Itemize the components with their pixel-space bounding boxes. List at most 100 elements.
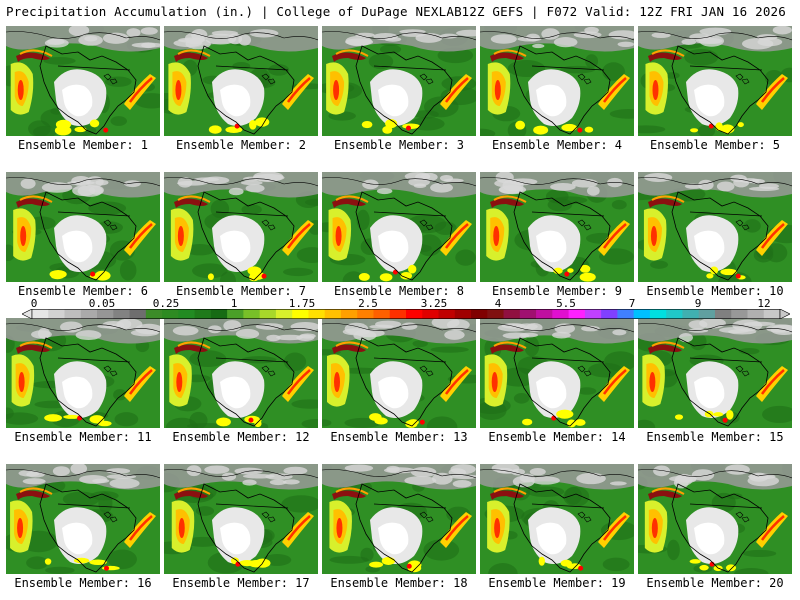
light-precip-patch	[386, 465, 400, 473]
colorbar-swatch	[584, 309, 602, 319]
colorbar-swatch	[32, 309, 49, 319]
east-coast-band-core	[760, 515, 785, 541]
light-precip-patch	[432, 472, 453, 485]
light-precip-patch	[37, 327, 51, 339]
light-precip-patch	[725, 464, 750, 475]
precip-map-svg	[638, 26, 792, 136]
precip-map-svg	[6, 464, 160, 574]
coastline	[355, 483, 453, 573]
tropical-precip	[44, 414, 63, 422]
light-precip-patch	[401, 322, 418, 330]
tropical-precip-max	[261, 273, 267, 279]
coastline	[39, 483, 137, 573]
tropical-precip	[369, 413, 382, 421]
light-precip-patch	[680, 475, 697, 483]
light-precip-patch	[553, 37, 578, 48]
colorbar-tick-label: 9	[694, 297, 702, 310]
precip-map-svg	[164, 172, 318, 282]
precip-patch	[6, 244, 16, 262]
us-canada-border	[373, 357, 447, 363]
atmospheric-river-max	[651, 518, 658, 538]
ensemble-member-panel: Ensemble Member: 2	[164, 26, 318, 152]
light-precip-patch	[491, 464, 520, 474]
atmospheric-river-max	[494, 518, 501, 538]
east-coast-band-core	[128, 77, 153, 103]
precip-patch	[587, 362, 623, 378]
precip-map-svg	[6, 318, 160, 428]
tropical-precip	[379, 273, 393, 282]
light-precip-patch	[617, 41, 634, 47]
light-precip-patch	[92, 478, 110, 484]
precip-map	[6, 26, 160, 136]
member-caption: Ensemble Member: 20	[646, 576, 784, 590]
light-precip-patch	[68, 26, 90, 37]
light-precip-patch	[369, 324, 395, 329]
ensemble-member-panel: Ensemble Member: 6	[6, 172, 160, 298]
light-precip-patch	[245, 184, 265, 193]
dry-core	[62, 84, 93, 117]
light-precip-patch	[739, 178, 760, 184]
precip-patch	[189, 350, 227, 368]
precip-patch	[186, 422, 227, 428]
precip-map	[164, 464, 318, 574]
coastal-band-edge	[335, 487, 369, 495]
colorbar-swatch	[340, 309, 358, 319]
precip-patch	[296, 247, 318, 263]
member-caption: Ensemble Member: 12	[172, 430, 310, 444]
precip-map	[6, 318, 160, 428]
light-precip-patch	[653, 465, 671, 477]
light-precip-patch	[22, 478, 46, 485]
colorbar-swatch	[519, 309, 537, 319]
precip-patch	[184, 244, 216, 256]
tropical-precip	[706, 273, 714, 279]
coastline	[671, 337, 769, 427]
arctic-coastline	[638, 31, 792, 41]
us-canada-border	[531, 503, 605, 509]
colorbar-swatch	[731, 309, 748, 319]
precip-patch	[602, 62, 625, 81]
precip-patch	[650, 260, 669, 269]
light-precip-patch	[60, 321, 83, 333]
precip-map	[164, 26, 318, 136]
colorbar-swatch	[80, 309, 98, 319]
light-precip-patch	[410, 466, 437, 478]
east-coast-band-core	[286, 223, 311, 249]
precip-patch	[291, 399, 318, 409]
light-precip-patch	[684, 183, 703, 189]
ensemble-member-panel: Ensemble Member: 19	[480, 464, 634, 590]
colorbar-tick-label: 0.25	[152, 297, 180, 310]
light-precip-patch	[205, 33, 237, 45]
colorbar-swatch	[601, 309, 618, 319]
tropical-precip	[538, 556, 545, 566]
colorbar-tick-label: 2.5	[358, 297, 378, 310]
dry-core	[694, 522, 725, 555]
light-precip-patch	[586, 185, 600, 196]
member-caption: Ensemble Member: 14	[488, 430, 626, 444]
colorbar-swatch	[194, 309, 212, 319]
east-coast-band-core	[444, 223, 469, 249]
map-title: Precipitation Accumulation (in.) | Colle…	[6, 4, 462, 19]
colorbar-swatch	[454, 309, 472, 319]
coastal-band-edge	[651, 487, 685, 495]
light-precip-patch	[266, 334, 281, 342]
atmospheric-river-max	[334, 372, 341, 392]
precip-patch	[602, 557, 630, 572]
dry-core	[378, 230, 409, 263]
tropical-precip	[89, 119, 100, 128]
colorbar-swatch	[243, 309, 261, 319]
precip-patch	[564, 486, 582, 505]
east-coast-band-core	[760, 77, 785, 103]
light-precip-patch	[431, 318, 460, 329]
light-precip-patch	[526, 33, 540, 42]
coastal-band-edge	[651, 195, 685, 203]
tropical-precip	[710, 266, 719, 275]
colorbar-swatch	[747, 309, 765, 319]
tropical-precip	[247, 266, 262, 276]
arctic-coastline	[164, 177, 318, 187]
colorbar-swatch	[357, 309, 374, 319]
arctic-coastline	[638, 469, 792, 479]
colorbar-tick-label: 1	[230, 297, 238, 310]
light-precip-patch	[109, 478, 140, 489]
precip-patch	[734, 568, 769, 574]
precip-patch	[667, 539, 680, 561]
